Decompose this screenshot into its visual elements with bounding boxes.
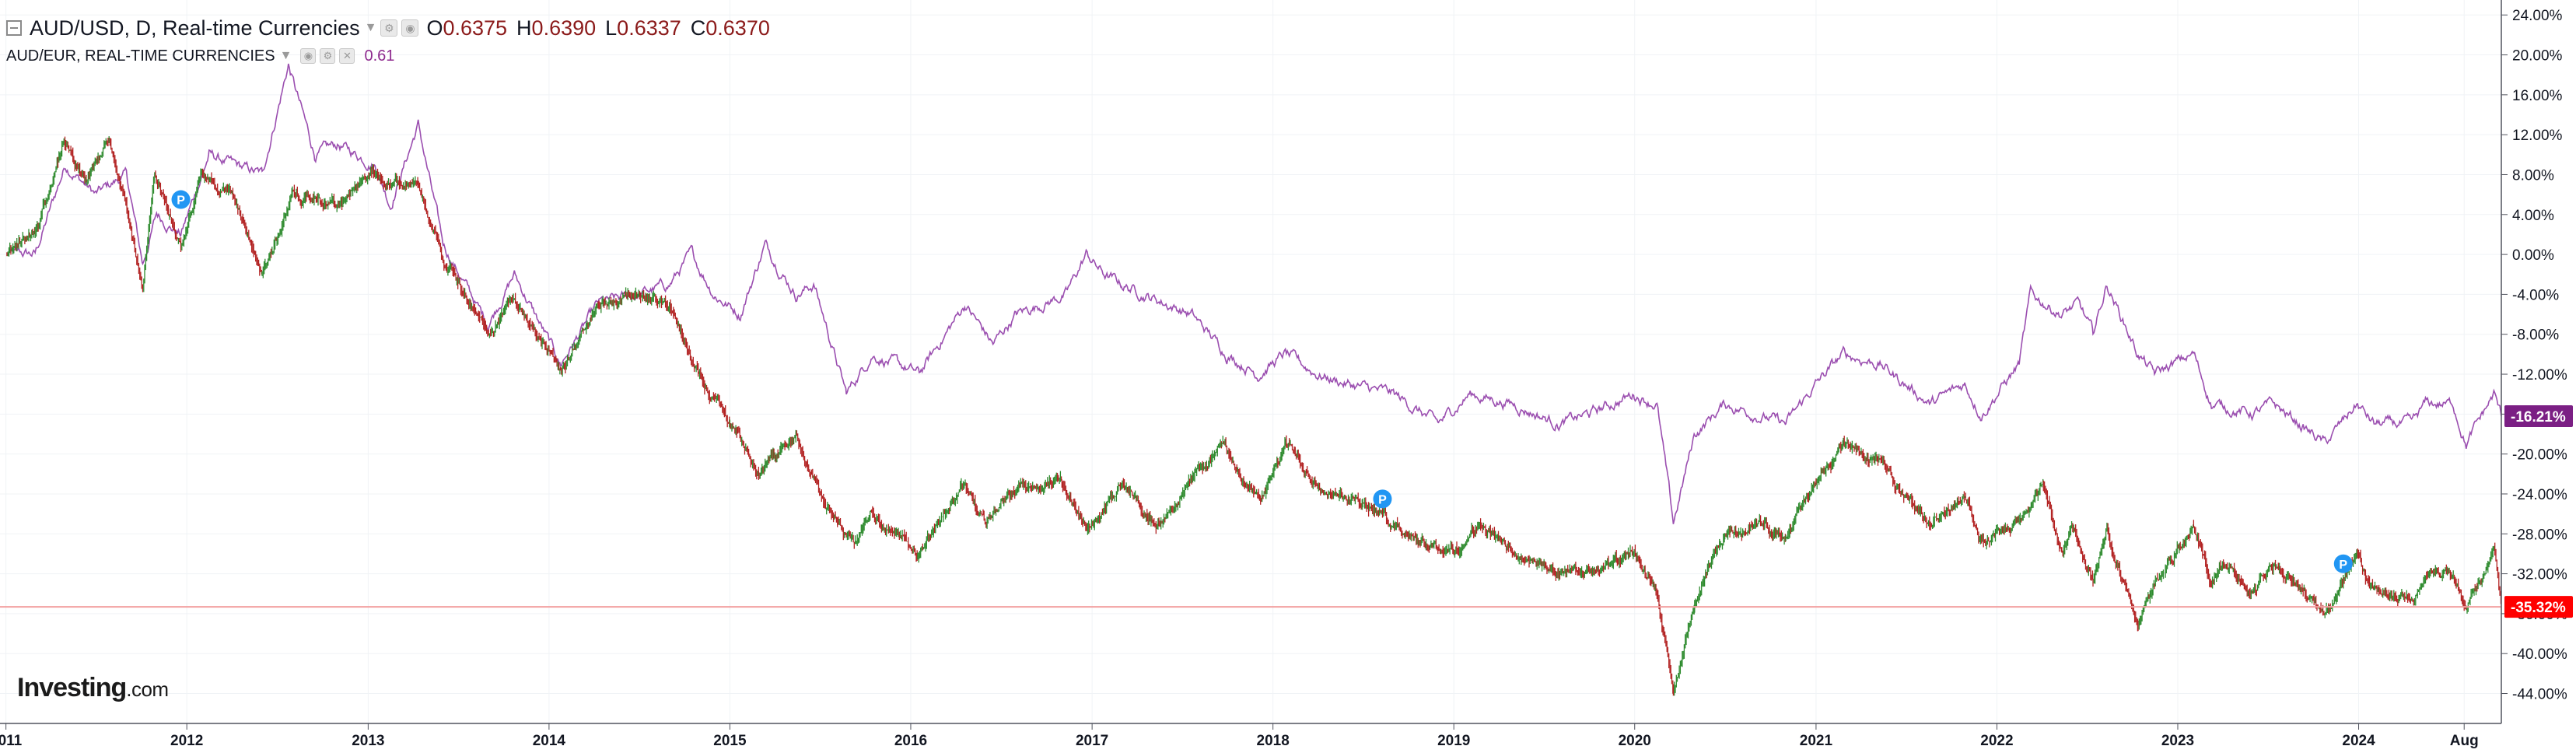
ohlc-low: L0.6337 — [605, 16, 681, 40]
ohlc-high: H0.6390 — [516, 16, 597, 40]
event-marker-dot — [171, 190, 191, 209]
ohlc-close: C0.6370 — [690, 16, 770, 40]
gear-icon[interactable]: ⚙ — [380, 19, 398, 37]
event-marker-icon[interactable]: P — [171, 190, 191, 209]
x-tick-label: 2018 — [1257, 733, 1290, 749]
event-marker-dot — [1373, 489, 1392, 509]
last-value-badge-aud-eur: -16.21% — [2511, 409, 2566, 426]
x-tick-label: 2012 — [170, 733, 203, 749]
x-tick-label: 2011 — [0, 733, 23, 749]
investing-logo: Investing .com — [17, 673, 169, 702]
x-tick-label: 2024 — [2342, 733, 2375, 749]
series-candles-aud-usd — [6, 136, 2502, 696]
y-tick-label: 16.00% — [2512, 88, 2563, 104]
comparison-symbol[interactable]: AUD/EUR, REAL-TIME CURRENCIES — [6, 47, 275, 65]
y-tick-label: 12.00% — [2512, 128, 2563, 144]
ohlc-open: O0.6375 — [426, 16, 508, 40]
x-tick-label: 2016 — [894, 733, 927, 749]
close-icon[interactable]: ✕ — [339, 48, 355, 64]
x-tick-label: 2014 — [533, 733, 566, 749]
x-tick-label: 2020 — [1619, 733, 1651, 749]
event-marker-icon[interactable]: P — [2333, 554, 2353, 573]
y-tick-label: -8.00% — [2512, 327, 2559, 344]
x-axis-panel — [0, 723, 2576, 753]
x-tick-label: 2021 — [1800, 733, 1833, 749]
chevron-down-icon[interactable]: ▼ — [279, 49, 292, 62]
last-value-badge-aud-usd: -35.32% — [2511, 600, 2566, 616]
eye-icon[interactable]: ◉ — [300, 48, 317, 64]
last-value-badge-aud-eur-bg — [2504, 405, 2573, 428]
gear-icon[interactable]: ⚙ — [320, 48, 336, 64]
y-tick-label: -20.00% — [2512, 447, 2567, 464]
chevron-down-icon[interactable]: ▼ — [364, 21, 377, 34]
x-tick-label: 2022 — [1980, 733, 2013, 749]
main-legend: AUD/USD, D, Real-time Currencies ▼ ⚙ ◉ O… — [6, 11, 770, 45]
y-tick-label: 24.00% — [2512, 8, 2563, 24]
x-tick-label: 2017 — [1076, 733, 1108, 749]
y-tick-label: -24.00% — [2512, 487, 2567, 503]
event-marker-icon[interactable]: P — [1373, 489, 1392, 509]
collapse-icon[interactable] — [6, 20, 22, 36]
comparison-legend: AUD/EUR, REAL-TIME CURRENCIES ▼ ◉ ⚙ ✕ 0.… — [6, 44, 394, 68]
series-line-aud-eur — [6, 63, 2502, 524]
x-tick-label: 2019 — [1437, 733, 1470, 749]
grid-lines — [0, 0, 2501, 723]
y-tick-label: 20.00% — [2512, 48, 2563, 65]
x-tick-label: 2015 — [713, 733, 747, 749]
event-marker-label: P — [177, 194, 185, 208]
x-tick-label: Aug — [2450, 733, 2479, 749]
y-tick-label: -44.00% — [2512, 687, 2567, 703]
eye-icon[interactable]: ◉ — [401, 19, 419, 37]
x-tick-label: 2013 — [352, 733, 384, 749]
y-tick-label: -40.00% — [2512, 646, 2567, 663]
y-tick-label: 8.00% — [2512, 167, 2554, 184]
y-tick-label: 4.00% — [2512, 208, 2554, 224]
last-value-badge-aud-usd-bg — [2504, 596, 2573, 618]
event-marker-label: P — [1378, 493, 1387, 506]
y-tick-label: -4.00% — [2512, 287, 2559, 303]
comparison-value: 0.61 — [364, 47, 395, 65]
y-tick-label: -32.00% — [2512, 567, 2567, 583]
y-tick-label: -12.00% — [2512, 367, 2567, 384]
y-tick-label: -28.00% — [2512, 527, 2567, 543]
y-tick-label: 0.00% — [2512, 247, 2554, 264]
symbol-title[interactable]: AUD/USD, D, Real-time Currencies — [30, 16, 360, 40]
event-marker-dot — [2333, 554, 2353, 573]
event-marker-label: P — [2339, 559, 2347, 572]
x-tick-label: 2023 — [2161, 733, 2194, 749]
